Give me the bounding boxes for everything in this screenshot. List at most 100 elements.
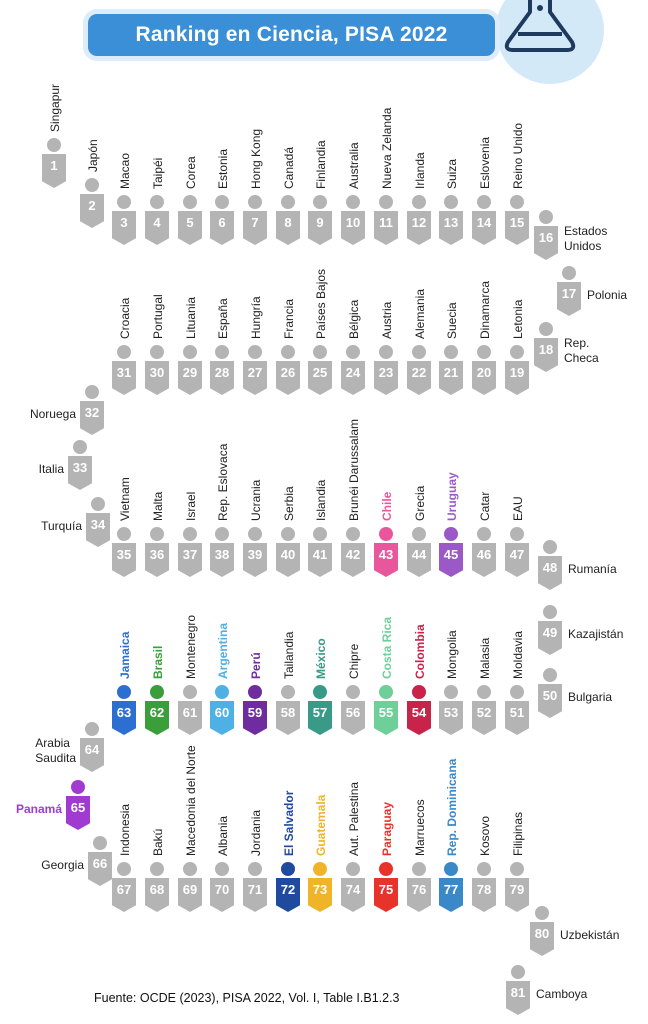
- figure-head: [412, 862, 426, 876]
- figure-head: [183, 345, 197, 359]
- country-label: Serbia: [282, 486, 296, 521]
- rank-number: 24: [345, 365, 361, 380]
- rank-figure: 47: [505, 527, 529, 577]
- rank-number: 56: [345, 705, 361, 720]
- figure-body: 1: [42, 154, 66, 188]
- rank-figure: 3: [112, 195, 136, 245]
- country-label: Chipre: [347, 643, 361, 679]
- country-label: Chile: [380, 491, 394, 521]
- figure-head: [313, 862, 327, 876]
- rank-figure: 51: [505, 685, 529, 735]
- rank-figure: 23: [374, 345, 398, 395]
- figure-body: 7: [243, 211, 267, 245]
- country-label: EAU: [511, 496, 525, 521]
- source-note: Fuente: OCDE (2023), PISA 2022, Vol. I, …: [94, 991, 400, 1005]
- rank-figure: 40: [276, 527, 300, 577]
- figure-head: [248, 685, 262, 699]
- country-label: Panamá: [15, 802, 62, 816]
- country-label: Turquía: [41, 519, 82, 533]
- country-label: Malta: [151, 491, 165, 521]
- rank-figure: 77: [439, 862, 463, 912]
- rank-number: 21: [443, 365, 459, 380]
- rank-number: 55: [378, 705, 394, 720]
- rank-number: 50: [542, 688, 558, 703]
- figure-body: 54: [407, 701, 431, 735]
- rank-number: 4: [153, 215, 161, 230]
- figure-head: [313, 685, 327, 699]
- figure-head: [313, 195, 327, 209]
- rank-figure: 54: [407, 685, 431, 735]
- rank-figure: 72: [276, 862, 300, 912]
- figure-head: [117, 195, 131, 209]
- rank-number: 31: [116, 365, 132, 380]
- country-label: Letonia: [511, 299, 525, 339]
- rank-figure: 50: [538, 668, 562, 718]
- figure-head: [379, 685, 393, 699]
- rank-figure: 36: [145, 527, 169, 577]
- country-label: Aut. Palestina: [347, 781, 361, 856]
- figure-head: [85, 722, 99, 736]
- figure-body: 32: [80, 401, 104, 435]
- figure-body: 36: [145, 543, 169, 577]
- country-label: Kosovo: [478, 815, 492, 856]
- rank-figure: 14: [472, 195, 496, 245]
- figure-body: 40: [276, 543, 300, 577]
- rank-number: 39: [247, 547, 263, 562]
- figure-head: [215, 862, 229, 876]
- country-label: Suecia: [445, 302, 459, 339]
- country-label: Arabia Saudita: [35, 736, 76, 765]
- country-label: Uzbekistán: [560, 928, 620, 942]
- rank-figure: 45: [439, 527, 463, 577]
- figure-body: 19: [505, 361, 529, 395]
- rank-figure: 42: [341, 527, 365, 577]
- figure-head: [150, 527, 164, 541]
- rank-figure: 70: [210, 862, 234, 912]
- figure-head: [510, 527, 524, 541]
- figure-head: [510, 685, 524, 699]
- figure-body: 4: [145, 211, 169, 245]
- figure-head: [281, 195, 295, 209]
- figure-body: 20: [472, 361, 496, 395]
- rank-figure: 49: [538, 605, 562, 655]
- figure-head: [477, 862, 491, 876]
- rank-number: 12: [411, 215, 427, 230]
- figure-body: 76: [407, 878, 431, 912]
- rank-figure: 17: [557, 266, 581, 316]
- rank-number: 78: [476, 882, 492, 897]
- country-label: Rep. Dominicana: [445, 758, 459, 856]
- country-label: México: [314, 638, 328, 679]
- rank-number: 1: [50, 158, 58, 173]
- figure-head: [346, 195, 360, 209]
- rank-number: 17: [561, 286, 577, 301]
- rank-number: 72: [280, 882, 296, 897]
- rank-number: 30: [149, 365, 165, 380]
- figure-head: [150, 195, 164, 209]
- figure-body: 64: [80, 738, 104, 772]
- figure-head: [510, 195, 524, 209]
- country-label: Dinamarca: [478, 280, 492, 339]
- rank-figure: 81: [506, 965, 530, 1015]
- figure-head: [117, 685, 131, 699]
- rank-figure: 76: [407, 862, 431, 912]
- country-label: Israel: [184, 491, 198, 521]
- country-label: Estados Unidos: [564, 224, 608, 253]
- figure-head: [543, 540, 557, 554]
- country-label: Rep. Checa: [564, 336, 599, 365]
- rank-number: 79: [509, 882, 525, 897]
- rank-number: 47: [509, 547, 525, 562]
- rank-figure: 53: [439, 685, 463, 735]
- figure-body: 60: [210, 701, 234, 735]
- figure-body: 53: [439, 701, 463, 735]
- rank-number: 9: [316, 215, 324, 230]
- rank-figure: 12: [407, 195, 431, 245]
- rank-figure: 65: [66, 780, 90, 830]
- rank-figure: 25: [308, 345, 332, 395]
- rank-figure: 68: [145, 862, 169, 912]
- rank-number: 20: [476, 365, 492, 380]
- figure-body: 56: [341, 701, 365, 735]
- rank-number: 80: [534, 926, 550, 941]
- figure-body: 62: [145, 701, 169, 735]
- rank-figure: 75: [374, 862, 398, 912]
- rank-number: 62: [149, 705, 165, 720]
